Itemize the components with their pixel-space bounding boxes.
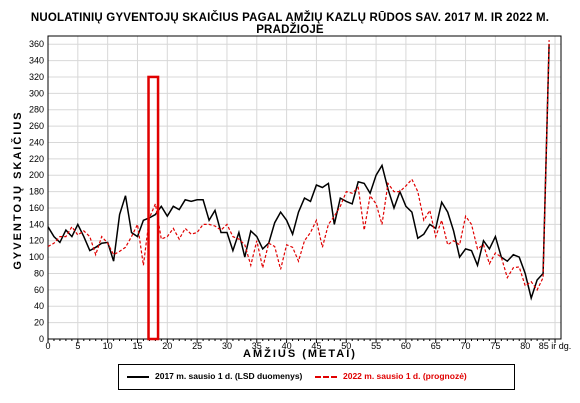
- y-tick-label: 160: [29, 203, 44, 213]
- x-tick-label: 10: [103, 341, 113, 351]
- y-tick-label: 60: [34, 285, 44, 295]
- x-tick-label: 75: [490, 341, 500, 351]
- y-tick-label: 40: [34, 301, 44, 311]
- y-tick-label: 240: [29, 137, 44, 147]
- series-layer: [47, 40, 550, 301]
- x-tick-label: 20: [162, 341, 172, 351]
- series-line-2022: [47, 40, 550, 292]
- x-tick-label: 70: [461, 341, 471, 351]
- x-tick-label: 25: [192, 341, 202, 351]
- y-tick-label: 20: [34, 318, 44, 328]
- legend-swatch-2022: [315, 376, 337, 378]
- highlight-rectangle: [147, 75, 160, 341]
- y-tick-label: 0: [39, 334, 44, 344]
- x-tick-label: 15: [132, 341, 142, 351]
- legend: 2017 m. sausio 1 d. (LSD duomenys) 2022 …: [118, 364, 515, 390]
- x-tick-label: 5: [75, 341, 80, 351]
- x-axis-label: AMŽIUS (METAI): [243, 348, 357, 360]
- y-tick-label: 180: [29, 187, 44, 197]
- x-tick-label: 50: [341, 341, 351, 351]
- y-tick-label: 100: [29, 252, 44, 262]
- y-axis-label: GYVENTOJŲ SKAIČIUS: [12, 110, 24, 270]
- y-tick-label: 360: [29, 39, 44, 49]
- y-tick-label: 140: [29, 219, 44, 229]
- x-tick-label: 0: [45, 341, 50, 351]
- x-tick-label: 65: [431, 341, 441, 351]
- x-tick-label: 30: [222, 341, 232, 351]
- y-tick-label: 80: [34, 268, 44, 278]
- x-tick-label: 55: [371, 341, 381, 351]
- x-tick-label: 45: [311, 341, 321, 351]
- y-axis: 0 20 40 60 80 100 120 140 160 180 200 220 240 260 280 3…: [29, 39, 44, 344]
- x-tick-label: 40: [282, 341, 292, 351]
- chart-title: NUOLATINIŲ GYVENTOJŲ SKAIČIUS PAGAL AMŽI…: [30, 12, 550, 36]
- x-tick-label: 35: [252, 341, 262, 351]
- legend-swatch-2017: [127, 376, 149, 378]
- y-tick-label: 120: [29, 236, 44, 246]
- x-tick-label: 85 ir dg.: [539, 341, 572, 351]
- legend-label-2017: 2017 m. sausio 1 d. (LSD duomenys): [155, 371, 303, 381]
- x-tick-label: 80: [520, 341, 530, 351]
- y-tick-label: 220: [29, 154, 44, 164]
- plot-area-frame: [47, 35, 562, 340]
- series-line-2017: [47, 44, 550, 301]
- grid: [48, 36, 561, 339]
- y-tick-label: 320: [29, 72, 44, 82]
- legend-label-2022: 2022 m. sausio 1 d. (prognozė): [343, 371, 467, 381]
- y-tick-label: 200: [29, 170, 44, 180]
- x-axis: 0 5 10 15 20 25 30 35 40 45 50 55 60 65 70 75 80 85 ir dg…: [45, 339, 571, 351]
- y-tick-label: 340: [29, 56, 44, 66]
- y-tick-label: 280: [29, 105, 44, 115]
- x-tick-label: 60: [401, 341, 411, 351]
- y-tick-label: 260: [29, 121, 44, 131]
- y-tick-label: 300: [29, 88, 44, 98]
